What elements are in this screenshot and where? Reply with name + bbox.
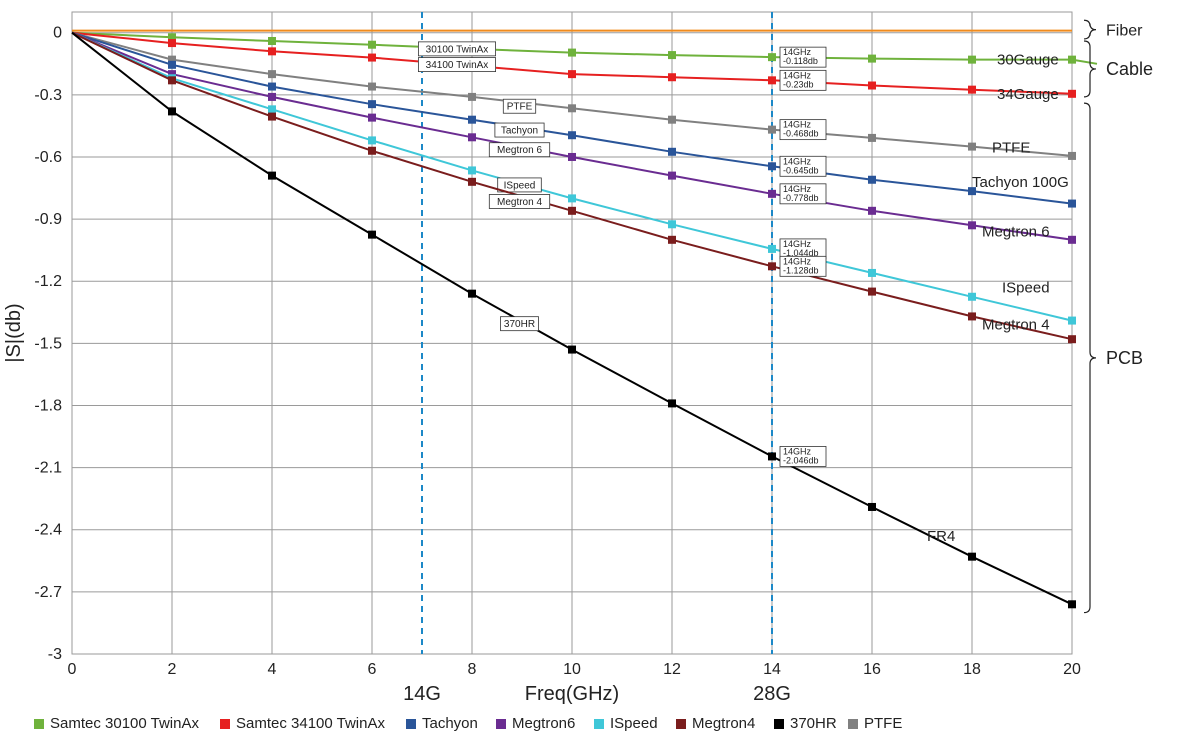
y-tick: -1.5 <box>34 335 62 352</box>
series-tag-twinax34: 34100 TwinAx <box>426 60 489 71</box>
x-tick: 16 <box>863 661 881 678</box>
y-tick: -1.2 <box>34 273 62 290</box>
series-tag-ptfe: PTFE <box>507 102 533 113</box>
x-tick: 20 <box>1063 661 1081 678</box>
x-tick: 14 <box>763 661 781 678</box>
x-tick: 6 <box>368 661 377 678</box>
y-tick: -2.4 <box>34 522 62 539</box>
legend-label-megtron6: Megtron6 <box>512 715 575 732</box>
legend-label-twinax34: Samtec 34100 TwinAx <box>236 715 385 732</box>
ref-label-14G: 14G <box>403 683 441 705</box>
bracket-label-fiber: Fiber <box>1106 23 1143 40</box>
x-tick: 8 <box>468 661 477 678</box>
end-label-twinax34: 34Gauge <box>997 86 1059 103</box>
y-tick: 0 <box>53 25 62 42</box>
svg-text:-2.046db: -2.046db <box>783 455 819 465</box>
legend-label-tachyon: Tachyon <box>422 715 478 732</box>
series-tag-twinax30: 30100 TwinAx <box>426 44 489 55</box>
attenuation-chart: 14G 28G 0 2 4 6 8 10 12 14 16 18 20 0 -0.3 -0.6 -0.9 -1.2… <box>0 0 1192 738</box>
end-label-tachyon: Tachyon 100G <box>972 174 1069 191</box>
x-tick: 10 <box>563 661 581 678</box>
y-tick: -3 <box>48 646 62 663</box>
y-tick: -2.1 <box>34 460 62 477</box>
end-label-megtron4: Megtron 4 <box>982 317 1050 334</box>
y-tick: -1.8 <box>34 397 62 414</box>
y-axis-label: |S|(db) <box>3 303 25 362</box>
series-tag-megtron4: Megtron 4 <box>497 197 542 208</box>
x-tick: 18 <box>963 661 981 678</box>
x-axis-label: Freq(GHz) <box>525 683 619 705</box>
legend-label-twinax30: Samtec 30100 TwinAx <box>50 715 199 732</box>
x-tick: 0 <box>68 661 77 678</box>
end-label-ispeed: ISpeed <box>1002 279 1050 296</box>
legend-swatch-ptfe <box>848 719 858 729</box>
legend-swatch-ispeed <box>594 719 604 729</box>
bracket-label-pcb: PCB <box>1106 348 1143 368</box>
x-tick: 2 <box>168 661 177 678</box>
ref-label-28G: 28G <box>753 683 791 705</box>
y-tick: -2.7 <box>34 584 62 601</box>
end-label-twinax30: 30Gauge <box>997 52 1059 69</box>
legend-swatch-twinax34 <box>220 719 230 729</box>
legend-swatch-370hr <box>774 719 784 729</box>
series-tag-megtron6: Megtron 6 <box>497 145 542 156</box>
legend-swatch-tachyon <box>406 719 416 729</box>
legend-swatch-megtron6 <box>496 719 506 729</box>
legend-label-ptfe: PTFE <box>864 715 902 732</box>
end-label-ptfe: PTFE <box>992 140 1030 157</box>
svg-text:-1.128db: -1.128db <box>783 265 819 275</box>
svg-text:-0.468db: -0.468db <box>783 129 819 139</box>
end-label-370hr: FR4 <box>927 528 955 545</box>
series-tag-370hr: 370HR <box>504 319 535 330</box>
series-tag-tachyon: Tachyon <box>501 126 538 137</box>
legend-swatch-twinax30 <box>34 719 44 729</box>
y-tick: -0.9 <box>34 211 62 228</box>
legend-swatch-megtron4 <box>676 719 686 729</box>
x-tick: 4 <box>268 661 277 678</box>
svg-text:-0.778db: -0.778db <box>783 193 819 203</box>
legend-label-megtron4: Megtron4 <box>692 715 755 732</box>
legend-label-370hr: 370HR <box>790 715 837 732</box>
y-tick: -0.3 <box>34 87 62 104</box>
y-tick: -0.6 <box>34 149 62 166</box>
svg-text:-0.645db: -0.645db <box>783 165 819 175</box>
x-tick: 12 <box>663 661 681 678</box>
bracket-label-cable: Cable <box>1106 59 1153 79</box>
svg-text:-0.118db: -0.118db <box>783 56 818 66</box>
end-label-megtron6: Megtron 6 <box>982 224 1050 241</box>
svg-text:-0.23db: -0.23db <box>783 79 814 89</box>
series-tag-ispeed: ISpeed <box>504 180 536 191</box>
legend-label-ispeed: ISpeed <box>610 715 658 732</box>
